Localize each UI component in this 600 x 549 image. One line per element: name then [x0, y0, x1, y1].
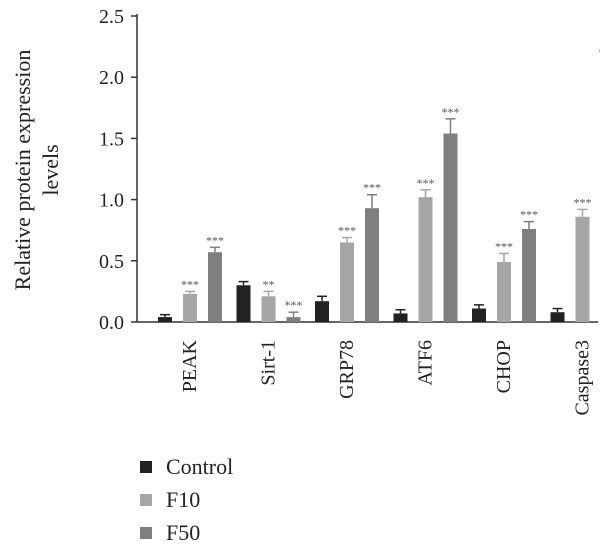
significance-label: *** — [285, 298, 303, 312]
legend-swatch — [140, 527, 152, 539]
legend-swatch — [140, 494, 152, 506]
y-tick-label: 1.5 — [99, 128, 124, 150]
bar — [340, 242, 354, 322]
bar — [522, 228, 536, 322]
significance-label: *** — [363, 181, 381, 195]
bar — [472, 308, 486, 322]
significance-label: *** — [574, 195, 592, 209]
y-tick-label: 2.5 — [99, 6, 124, 28]
legend-label: Control — [166, 454, 233, 479]
y-axis-label: Relative protein expression levels — [10, 50, 63, 291]
y-tick-label: 1.0 — [99, 190, 124, 212]
bar — [315, 301, 329, 322]
significance-label: *** — [495, 239, 513, 253]
y-tick-label: 2.0 — [99, 67, 124, 89]
y-axis-ticks: 0.0 0.5 1.0 1.5 2.0 2.5 — [99, 6, 137, 334]
x-tick-label: PEAK — [179, 339, 201, 392]
bar — [550, 312, 565, 322]
bar — [236, 285, 251, 322]
significance-label: *** — [338, 224, 356, 238]
bar — [365, 208, 379, 322]
x-tick-label: CHOP — [493, 340, 515, 393]
significance-label: ** — [263, 277, 275, 291]
bar — [393, 313, 408, 322]
x-tick-label: GRP78 — [336, 340, 358, 399]
significance-label: *** — [181, 277, 199, 291]
bar — [418, 197, 433, 322]
bar — [208, 252, 222, 322]
significance-label: *** — [599, 45, 600, 59]
x-axis-ticks: PEAK Sirt-1 GRP78 ATF6 CHOP Caspase3 — [179, 339, 594, 415]
bar — [158, 317, 172, 322]
legend: Control F10 F50 — [140, 454, 233, 545]
bar — [261, 296, 276, 322]
x-tick-label: Caspase3 — [572, 340, 594, 416]
significance-label: *** — [442, 105, 460, 119]
bar — [575, 216, 590, 322]
bars: *********************************** — [158, 45, 600, 322]
bar — [286, 317, 301, 322]
significance-label: *** — [520, 208, 538, 222]
significance-label: *** — [206, 233, 224, 247]
bar — [443, 133, 458, 322]
y-axis-title: Relative protein expression levels — [10, 50, 63, 291]
legend-label: F10 — [166, 487, 200, 512]
x-tick-label: Sirt-1 — [258, 340, 280, 386]
y-tick-label: 0.5 — [99, 251, 124, 273]
legend-label: F50 — [166, 520, 200, 545]
y-tick-label: 0.0 — [99, 312, 124, 334]
y-axis-title-line: Relative protein expression — [10, 50, 35, 291]
legend-swatch — [140, 461, 152, 473]
y-axis-title-line: levels — [38, 144, 63, 195]
x-tick-label: ATF6 — [415, 340, 437, 386]
bar — [183, 293, 197, 322]
bar — [497, 262, 511, 322]
significance-label: *** — [417, 176, 435, 190]
